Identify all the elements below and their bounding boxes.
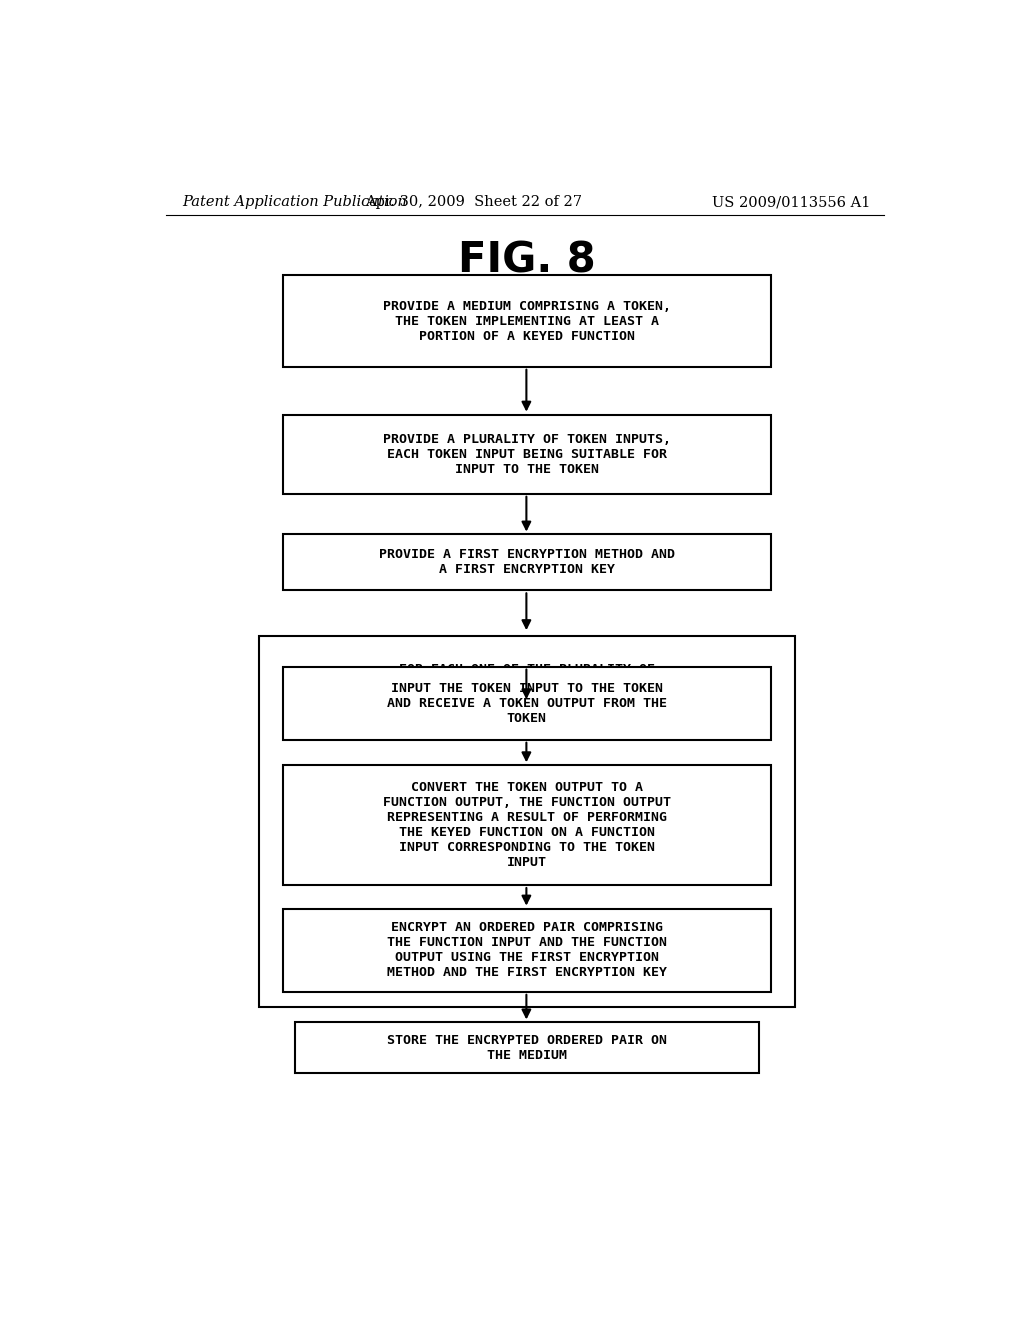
Text: Patent Application Publication: Patent Application Publication: [182, 195, 407, 209]
Bar: [283, 908, 771, 991]
Text: STORE THE ENCRYPTED ORDERED PAIR ON
THE MEDIUM: STORE THE ENCRYPTED ORDERED PAIR ON THE …: [387, 1034, 667, 1061]
Bar: [283, 766, 771, 886]
Bar: [283, 414, 771, 494]
Text: PROVIDE A PLURALITY OF TOKEN INPUTS,
EACH TOKEN INPUT BEING SUITABLE FOR
INPUT T: PROVIDE A PLURALITY OF TOKEN INPUTS, EAC…: [383, 433, 671, 475]
Text: Apr. 30, 2009  Sheet 22 of 27: Apr. 30, 2009 Sheet 22 of 27: [365, 195, 582, 209]
Bar: [295, 1022, 759, 1073]
Bar: [283, 667, 771, 739]
Text: INPUT THE TOKEN INPUT TO THE TOKEN
AND RECEIVE A TOKEN OUTPUT FROM THE
TOKEN: INPUT THE TOKEN INPUT TO THE TOKEN AND R…: [387, 681, 667, 725]
Text: ENCRYPT AN ORDERED PAIR COMPRISING
THE FUNCTION INPUT AND THE FUNCTION
OUTPUT US: ENCRYPT AN ORDERED PAIR COMPRISING THE F…: [387, 921, 667, 979]
Bar: [259, 636, 795, 1007]
Text: PROVIDE A MEDIUM COMPRISING A TOKEN,
THE TOKEN IMPLEMENTING AT LEAST A
PORTION O: PROVIDE A MEDIUM COMPRISING A TOKEN, THE…: [383, 300, 671, 342]
Text: PROVIDE A FIRST ENCRYPTION METHOD AND
A FIRST ENCRYPTION KEY: PROVIDE A FIRST ENCRYPTION METHOD AND A …: [379, 548, 675, 577]
Text: FOR EACH ONE OF THE PLURALITY OF
TOKEN INPUTS:: FOR EACH ONE OF THE PLURALITY OF TOKEN I…: [398, 663, 654, 690]
Bar: [283, 276, 771, 367]
Text: FIG. 8: FIG. 8: [458, 239, 595, 281]
Bar: [283, 535, 771, 590]
Text: CONVERT THE TOKEN OUTPUT TO A
FUNCTION OUTPUT, THE FUNCTION OUTPUT
REPRESENTING : CONVERT THE TOKEN OUTPUT TO A FUNCTION O…: [383, 781, 671, 869]
Text: US 2009/0113556 A1: US 2009/0113556 A1: [712, 195, 870, 209]
